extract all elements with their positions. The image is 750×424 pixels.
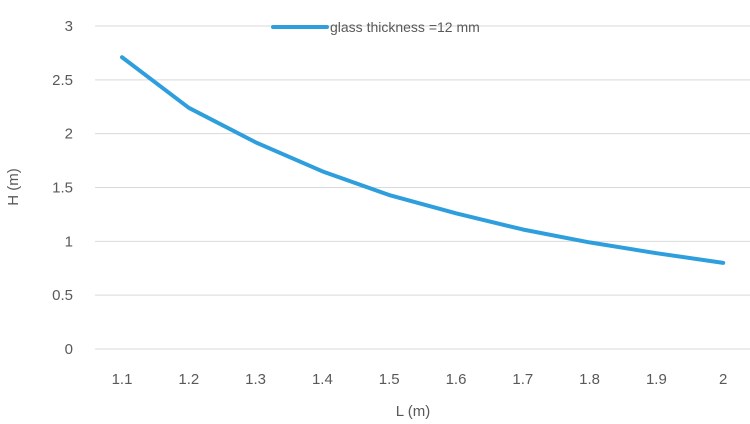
- y-tick-label: 1.5: [52, 180, 73, 197]
- x-tick-label: 1.3: [245, 371, 266, 388]
- y-axis-title: H (m): [5, 168, 22, 206]
- series-lines: [120, 55, 726, 265]
- y-tick-label: 2: [65, 126, 73, 143]
- x-axis-title: L (m): [396, 403, 430, 420]
- x-tick-label: 2: [719, 371, 727, 388]
- y-tick-label: 1: [65, 233, 73, 250]
- legend: glass thickness =12 mm: [271, 19, 480, 35]
- x-tick-label: 1.4: [312, 371, 333, 388]
- legend-label: glass thickness =12 mm: [330, 19, 480, 35]
- y-tick-label: 0.5: [52, 287, 73, 304]
- x-tick-label: 1.1: [112, 371, 133, 388]
- x-tick-label: 1.2: [178, 371, 199, 388]
- y-tick-label: 0: [65, 341, 73, 358]
- series-line-0: [120, 55, 726, 265]
- x-tick-label: 1.6: [446, 371, 467, 388]
- gridlines: [95, 25, 750, 350]
- x-tick-label: 1.9: [646, 371, 667, 388]
- x-tick-label: 1.7: [512, 371, 533, 388]
- y-tick-label: 2.5: [52, 72, 73, 89]
- x-axis-tick-labels: 1.1 1.2 1.3 1.4 1.5 1.6 1.7 1.8 1.9 2: [112, 371, 728, 388]
- y-axis-tick-labels: 0 0.5 1 1.5 2 2.5 3: [52, 18, 73, 358]
- y-tick-label: 3: [65, 18, 73, 35]
- x-tick-label: 1.8: [579, 371, 600, 388]
- x-tick-label: 1.5: [379, 371, 400, 388]
